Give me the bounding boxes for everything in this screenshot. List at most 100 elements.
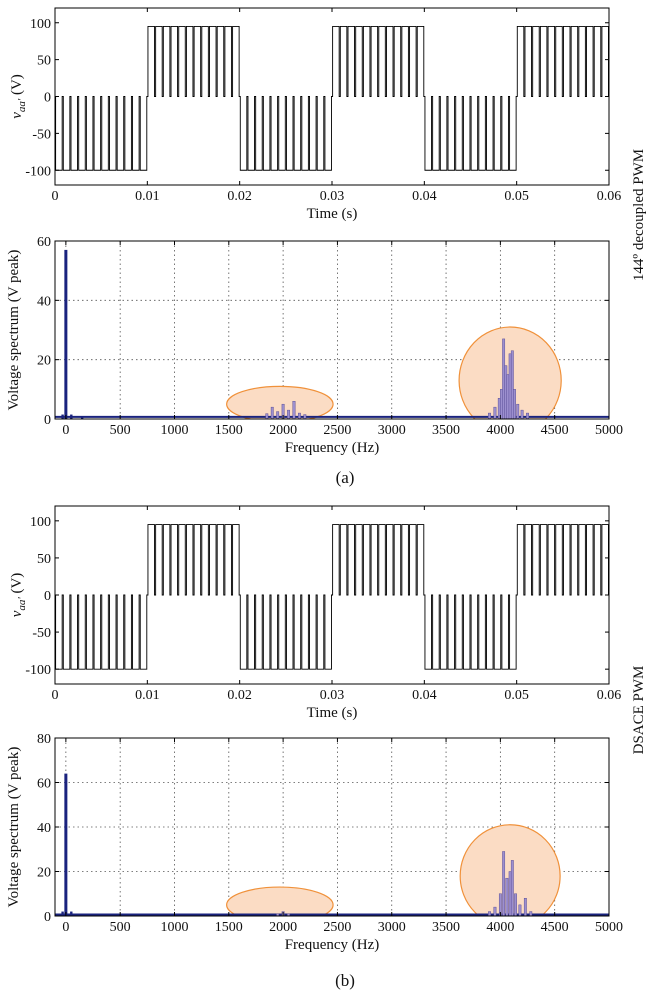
spectrum-bar <box>64 773 68 916</box>
harmonic-highlight-1 <box>226 385 334 419</box>
x-tick-label: 0.04 <box>412 189 437 204</box>
y-tick-label: 100 <box>30 515 51 530</box>
x-tick-label: 1500 <box>215 423 243 438</box>
spectrum-bar <box>287 913 290 916</box>
x-tick-label: 4000 <box>486 423 514 438</box>
x-tick-label: 0.01 <box>135 688 160 703</box>
x-tick-label: 0.05 <box>504 688 529 703</box>
spectrum-bar <box>493 406 497 419</box>
y-tick-label: -50 <box>32 626 51 641</box>
x-tick-label: 3500 <box>432 920 460 935</box>
y-tick-label: 100 <box>30 17 51 32</box>
x-tick-label: 2000 <box>269 423 297 438</box>
x-tick-label: 4000 <box>486 920 514 935</box>
spectrum-bar <box>498 893 502 916</box>
x-axis-label: Frequency (Hz) <box>285 937 380 953</box>
spectrum-bar <box>70 911 73 916</box>
y-tick-label: -100 <box>25 663 51 678</box>
x-tick-label: 0.01 <box>135 189 160 204</box>
plot-area <box>55 773 609 916</box>
x-tick-label: 0.03 <box>320 189 345 204</box>
x-tick-label: 4500 <box>541 423 569 438</box>
x-tick-label: 0 <box>62 920 69 935</box>
spectrum-bar <box>493 906 497 916</box>
harmonic-highlight-1 <box>226 886 334 916</box>
x-tick-label: 0.02 <box>227 688 252 703</box>
x-tick-label: 500 <box>110 423 131 438</box>
y-tick-label: 50 <box>37 552 51 567</box>
x-tick-label: 0.02 <box>227 189 252 204</box>
y-axis-label: vaa' (V) <box>9 74 28 119</box>
y-tick-label: 50 <box>37 54 51 69</box>
spectrum-bar <box>80 416 84 419</box>
x-tick-label: 5000 <box>595 423 623 438</box>
y-tick-label: 0 <box>44 91 51 106</box>
chart-b-time-waveform: 0 0.01 0.02 0.03 0.04 0.05 0.06 -100 -50 0 50 100 Ti… <box>9 505 622 721</box>
spectrum-bar <box>529 911 533 916</box>
x-tick-label: 4500 <box>541 920 569 935</box>
plot-area <box>55 249 609 419</box>
spectrum-bar <box>270 406 274 419</box>
spectrum-bar <box>516 403 520 419</box>
spectrum-bar <box>276 913 280 916</box>
chart-b-voltage-spectrum: 0 500 1000 1500 2000 2500 3000 3500 4000 4500 5000… <box>6 732 623 953</box>
spectrum-bar <box>520 409 524 419</box>
x-tick-label: 0 <box>62 423 69 438</box>
x-axis-label: Time (s) <box>307 206 358 222</box>
axes-frame <box>54 240 610 420</box>
spectrum-bar <box>514 893 517 916</box>
spectrum-bar <box>287 409 290 419</box>
caption-a: (a) <box>336 468 355 487</box>
spectrum-bar <box>303 414 307 419</box>
y-tick-label: 40 <box>37 294 51 309</box>
x-tick-label: 0 <box>52 189 59 204</box>
x-tick-label: 0.05 <box>504 189 529 204</box>
x-tick-label: 1000 <box>160 423 188 438</box>
spectrum-bar <box>292 401 296 419</box>
spectrum-bar <box>265 413 269 419</box>
x-tick-label: 0.03 <box>320 688 345 703</box>
spectrum-bar <box>70 414 73 419</box>
x-tick-label: 3500 <box>432 423 460 438</box>
y-tick-label: 0 <box>44 910 51 925</box>
y-tick-label: -50 <box>32 127 51 142</box>
y-tick-label: -100 <box>25 164 51 179</box>
y-tick-label: 20 <box>37 866 51 881</box>
y-axis-label: Voltage spectrum (V peak) <box>6 747 22 908</box>
y-axis-label: Voltage spectrum (V peak) <box>6 250 22 411</box>
caption-b: (b) <box>335 971 355 990</box>
spectrum-bar <box>61 414 64 419</box>
x-tick-label: 2500 <box>323 423 351 438</box>
y-tick-label: 40 <box>37 821 51 836</box>
spectrum-bar <box>510 860 514 916</box>
x-tick-label: 2500 <box>323 920 351 935</box>
x-tick-label: 1500 <box>215 920 243 935</box>
spectrum-bar <box>298 412 301 419</box>
x-axis-label: Frequency (Hz) <box>285 440 380 456</box>
y-tick-label: 20 <box>37 354 51 369</box>
waveform-line <box>55 25 609 171</box>
x-tick-label: 0.06 <box>597 688 622 703</box>
spectrum-bar <box>488 911 491 916</box>
harmonic-highlight-2 <box>459 824 561 916</box>
spectrum-bar <box>526 412 529 419</box>
spectrum-bar <box>505 877 509 916</box>
y-axis-label: vaa' (V) <box>9 573 28 618</box>
side-label-a: 144º decoupled PWM <box>631 149 647 281</box>
x-tick-label: 3000 <box>378 920 406 935</box>
x-tick-label: 1000 <box>160 920 188 935</box>
x-axis-label: Time (s) <box>307 705 358 721</box>
x-tick-label: 0.06 <box>597 189 622 204</box>
y-tick-label: 0 <box>44 589 51 604</box>
plot-area <box>55 524 609 670</box>
x-tick-label: 500 <box>110 920 131 935</box>
plot-area <box>55 25 609 171</box>
spectrum-bar <box>502 851 506 916</box>
spectrum-bar <box>64 249 68 419</box>
y-tick-label: 60 <box>37 235 51 250</box>
x-tick-label: 2000 <box>269 920 297 935</box>
side-label-b: DSACE PWM <box>631 666 647 755</box>
spectrum-bar <box>513 389 516 419</box>
chart-a-voltage-spectrum: 0 500 1000 1500 2000 2500 3000 3500 4000 4500 5000… <box>6 235 623 456</box>
